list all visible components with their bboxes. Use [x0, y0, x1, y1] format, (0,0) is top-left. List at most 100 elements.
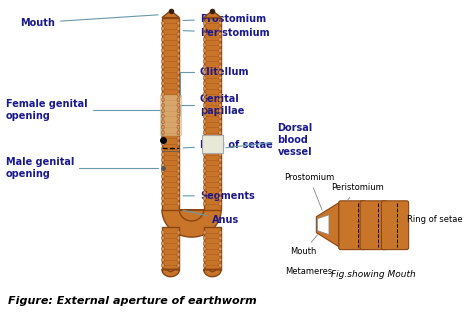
Text: Metameres: Metameres — [285, 267, 333, 276]
Ellipse shape — [203, 103, 206, 107]
Ellipse shape — [177, 136, 180, 140]
Ellipse shape — [177, 236, 180, 240]
Ellipse shape — [177, 125, 180, 129]
Ellipse shape — [177, 70, 180, 74]
Ellipse shape — [203, 263, 206, 267]
Bar — [202, 135, 223, 153]
Ellipse shape — [219, 43, 222, 47]
Ellipse shape — [203, 185, 206, 189]
Polygon shape — [317, 215, 329, 235]
Ellipse shape — [162, 54, 164, 58]
Text: Dorsal
blood
vessel: Dorsal blood vessel — [226, 124, 313, 157]
Ellipse shape — [219, 191, 222, 195]
Ellipse shape — [162, 131, 164, 135]
Text: Genital
papillae: Genital papillae — [181, 94, 244, 116]
Ellipse shape — [177, 98, 180, 102]
Ellipse shape — [162, 202, 164, 206]
Ellipse shape — [177, 180, 180, 184]
Ellipse shape — [203, 136, 206, 140]
Ellipse shape — [162, 153, 164, 156]
Polygon shape — [204, 270, 221, 277]
Ellipse shape — [219, 98, 222, 102]
Ellipse shape — [177, 54, 180, 58]
Polygon shape — [204, 11, 221, 18]
Ellipse shape — [162, 125, 164, 129]
Ellipse shape — [219, 92, 222, 96]
Text: Prostomium: Prostomium — [183, 14, 266, 24]
Text: Ring of setae: Ring of setae — [401, 215, 462, 225]
Ellipse shape — [177, 231, 180, 234]
FancyBboxPatch shape — [382, 201, 409, 250]
Ellipse shape — [177, 258, 180, 262]
Ellipse shape — [203, 191, 206, 195]
Ellipse shape — [203, 125, 206, 129]
Ellipse shape — [219, 38, 222, 41]
Ellipse shape — [162, 103, 164, 107]
Ellipse shape — [203, 27, 206, 31]
Ellipse shape — [203, 202, 206, 206]
Text: Prostomium: Prostomium — [284, 173, 335, 210]
Ellipse shape — [219, 21, 222, 25]
Ellipse shape — [203, 174, 206, 179]
Polygon shape — [162, 18, 180, 210]
Ellipse shape — [219, 202, 222, 206]
Ellipse shape — [203, 241, 206, 246]
FancyBboxPatch shape — [360, 201, 387, 250]
Ellipse shape — [203, 147, 206, 151]
Ellipse shape — [203, 196, 206, 200]
Ellipse shape — [219, 27, 222, 31]
Text: Female genital
opening: Female genital opening — [6, 100, 161, 137]
Ellipse shape — [203, 76, 206, 80]
Ellipse shape — [177, 191, 180, 195]
Ellipse shape — [203, 180, 206, 184]
Polygon shape — [204, 18, 221, 210]
Ellipse shape — [177, 169, 180, 173]
Ellipse shape — [219, 263, 222, 267]
Ellipse shape — [203, 81, 206, 85]
Ellipse shape — [162, 48, 164, 52]
Ellipse shape — [219, 147, 222, 151]
Ellipse shape — [203, 32, 206, 36]
Ellipse shape — [162, 81, 164, 85]
Ellipse shape — [177, 92, 180, 96]
Ellipse shape — [177, 185, 180, 189]
Ellipse shape — [177, 48, 180, 52]
Polygon shape — [316, 203, 339, 246]
Ellipse shape — [203, 70, 206, 74]
Ellipse shape — [219, 114, 222, 118]
Ellipse shape — [219, 87, 222, 91]
Ellipse shape — [177, 114, 180, 118]
Ellipse shape — [162, 27, 164, 31]
Ellipse shape — [203, 65, 206, 69]
Ellipse shape — [203, 59, 206, 64]
Ellipse shape — [219, 247, 222, 251]
Text: Segments: Segments — [183, 191, 255, 201]
Ellipse shape — [162, 163, 164, 167]
Ellipse shape — [177, 263, 180, 267]
Ellipse shape — [219, 125, 222, 129]
Ellipse shape — [162, 247, 164, 251]
Ellipse shape — [162, 185, 164, 189]
Ellipse shape — [177, 59, 180, 64]
Ellipse shape — [162, 109, 164, 113]
Ellipse shape — [203, 153, 206, 156]
Ellipse shape — [219, 258, 222, 262]
Ellipse shape — [162, 191, 164, 195]
Ellipse shape — [162, 180, 164, 184]
Ellipse shape — [219, 48, 222, 52]
Ellipse shape — [203, 142, 206, 146]
Ellipse shape — [219, 59, 222, 64]
Ellipse shape — [177, 43, 180, 47]
Ellipse shape — [177, 65, 180, 69]
Ellipse shape — [162, 174, 164, 179]
Ellipse shape — [162, 120, 164, 124]
Ellipse shape — [203, 236, 206, 240]
Polygon shape — [162, 227, 180, 270]
Text: Fig.showing Mouth: Fig.showing Mouth — [331, 270, 416, 279]
Ellipse shape — [203, 43, 206, 47]
Ellipse shape — [162, 169, 164, 173]
Ellipse shape — [219, 76, 222, 80]
Ellipse shape — [219, 153, 222, 156]
Ellipse shape — [177, 202, 180, 206]
Ellipse shape — [219, 185, 222, 189]
